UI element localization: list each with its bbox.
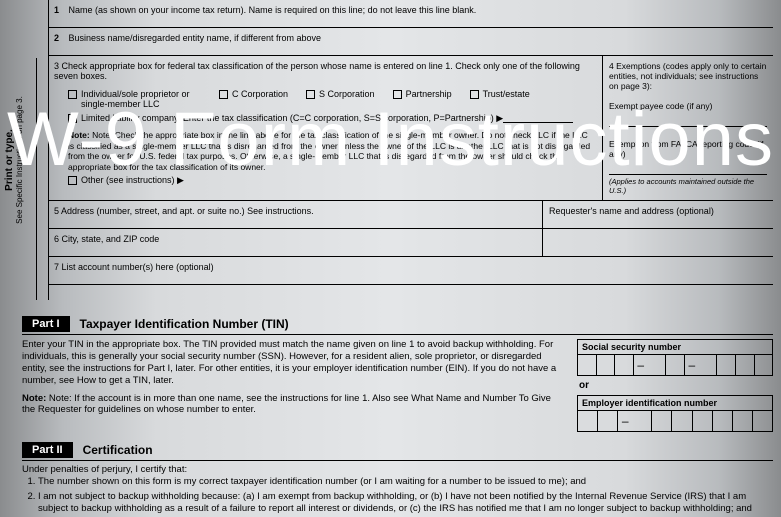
cb-trust[interactable]: Trust/estate <box>470 89 530 99</box>
exempt-payee-label: Exempt payee code (if any) <box>609 101 767 111</box>
line-3-note: Note: Note: Check the appropriate box in… <box>68 130 596 173</box>
line-5-text: Address (number, street, and apt. or sui… <box>61 206 314 216</box>
part-2-intro: Under penalties of perjury, I certify th… <box>22 464 773 476</box>
part-1-para2: Note: Note: If the account is in more th… <box>22 393 565 417</box>
part-2-title: Certification <box>83 443 153 457</box>
vertical-instructions: Print or type. See Specific Instructions… <box>4 65 28 255</box>
line-4: 4 Exemptions (codes apply only to certai… <box>603 56 773 200</box>
line-6-text: City, state, and ZIP code <box>62 234 160 244</box>
part-2-body: Under penalties of perjury, I certify th… <box>22 464 773 515</box>
vertical-sub: See Specific Instructions on page 3. <box>15 65 24 255</box>
part-1-para2-text: Note: If the account is in more than one… <box>22 393 551 416</box>
line-5-row: 5 Address (number, street, and apt. or s… <box>48 201 773 229</box>
cb-llc-label: Limited liability company. Enter the tax… <box>81 113 503 124</box>
line-6: 6 City, state, and ZIP code <box>48 229 543 256</box>
cb-partnership[interactable]: Partnership <box>393 89 452 99</box>
ein-label: Employer identification number <box>577 395 773 410</box>
line-2-num: 2 <box>54 33 66 43</box>
fatca-label: Exemption from FATCA reporting code (if … <box>609 139 767 159</box>
line-3: 3 Check appropriate box for federal tax … <box>48 56 603 200</box>
line-6-num: 6 <box>54 234 59 244</box>
line-2: 2 Business name/disregarded entity name,… <box>48 28 773 56</box>
part-2-label: Part II <box>22 442 73 458</box>
line-1-text: Name (as shown on your income tax return… <box>69 5 477 15</box>
checkbox-row-3: Other (see instructions) ▶ <box>68 175 596 186</box>
llc-class-field[interactable] <box>503 113 573 123</box>
line-6-row: 6 City, state, and ZIP code <box>48 229 773 257</box>
part-1-section: Part I Taxpayer Identification Number (T… <box>22 306 773 432</box>
cb-individual[interactable]: Individual/sole proprietor or single-mem… <box>68 89 201 109</box>
vertical-main: Print or type. <box>4 129 15 191</box>
cb-s-corp-label: S Corporation <box>319 89 375 99</box>
line-5: 5 Address (number, street, and apt. or s… <box>48 201 543 228</box>
or-label: or <box>579 380 773 391</box>
line-4-text: Exemptions (codes apply only to certain … <box>609 61 766 91</box>
requester-cont <box>543 229 773 256</box>
fatca-field[interactable] <box>609 163 767 175</box>
checkbox-row-1: Individual/sole proprietor or single-mem… <box>68 89 596 109</box>
cb-other[interactable]: Other (see instructions) ▶ <box>68 175 184 186</box>
exempt-payee-field[interactable] <box>609 115 767 127</box>
cb-c-corp-label: C Corporation <box>232 89 288 99</box>
line-7: 7 List account number(s) here (optional) <box>48 257 773 285</box>
line-3-text: Check appropriate box for federal tax cl… <box>54 61 580 81</box>
cert-item-1: The number shown on this form is my corr… <box>38 476 773 488</box>
part-1-header: Part I Taxpayer Identification Number (T… <box>22 316 773 335</box>
fatca-note: (Applies to accounts maintained outside … <box>609 177 767 195</box>
line-1: 1 Name (as shown on your income tax retu… <box>48 0 773 28</box>
line-3-4-row: 3 Check appropriate box for federal tax … <box>48 56 773 201</box>
requester-box: Requester's name and address (optional) <box>543 201 773 228</box>
part-2-header: Part II Certification <box>22 442 773 461</box>
tin-boxes: Social security number – – or Employer i… <box>577 339 773 432</box>
part-1-title: Taxpayer Identification Number (TIN) <box>80 317 289 331</box>
line-1-num: 1 <box>54 5 66 15</box>
line-7-text: List account number(s) here (optional) <box>62 262 214 272</box>
cb-llc[interactable]: Limited liability company. Enter the tax… <box>68 113 573 124</box>
checkbox-row-2: Limited liability company. Enter the tax… <box>68 113 596 124</box>
part-1-para1: Enter your TIN in the appropriate box. T… <box>22 339 565 387</box>
line-4-num: 4 <box>609 61 614 71</box>
cb-trust-label: Trust/estate <box>483 89 530 99</box>
line-5-num: 5 <box>54 206 59 216</box>
cb-c-corp[interactable]: C Corporation <box>219 89 288 99</box>
form-top-area: 1 Name (as shown on your income tax retu… <box>48 0 773 285</box>
cb-partnership-label: Partnership <box>406 89 452 99</box>
ein-cells[interactable]: – <box>577 410 773 432</box>
cb-s-corp[interactable]: S Corporation <box>306 89 375 99</box>
line-3-note-text: Note: Check the appropriate box in the l… <box>68 130 590 172</box>
cb-individual-label: Individual/sole proprietor or single-mem… <box>81 89 201 109</box>
cb-other-label: Other (see instructions) ▶ <box>81 175 184 186</box>
cert-item-2: I am not subject to backup withholding b… <box>38 491 773 516</box>
ssn-cells[interactable]: – – <box>577 354 773 376</box>
part-1-text: Enter your TIN in the appropriate box. T… <box>22 339 577 432</box>
line-3-num: 3 <box>54 61 59 71</box>
line-7-num: 7 <box>54 262 59 272</box>
ssn-label: Social security number <box>577 339 773 354</box>
part-1-label: Part I <box>22 316 70 332</box>
part-2-section: Part II Certification Under penalties of… <box>22 432 773 517</box>
line-2-text: Business name/disregarded entity name, i… <box>69 33 321 43</box>
